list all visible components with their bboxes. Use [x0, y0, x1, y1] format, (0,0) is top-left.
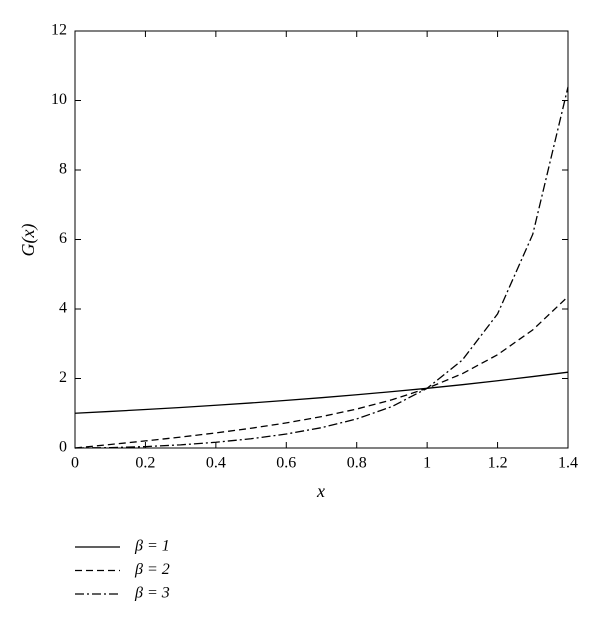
legend-label: β = 3: [134, 585, 170, 602]
x-tick-label: 0.8: [347, 455, 367, 472]
x-tick-label: 1.4: [558, 455, 578, 472]
series-line: [74, 296, 569, 449]
x-tick-label: 1: [423, 455, 431, 472]
y-tick-label: 0: [59, 439, 67, 456]
y-tick-label: 10: [51, 91, 67, 108]
y-tick-label: 2: [59, 369, 67, 386]
y-tick-label: 4: [59, 300, 67, 317]
y-tick-label: 8: [59, 161, 67, 178]
series-line: [74, 86, 569, 449]
x-axis-title: x: [316, 481, 325, 501]
series-line: [74, 371, 569, 414]
legend-label: β = 1: [134, 538, 170, 555]
x-tick-label: 0: [71, 455, 79, 472]
x-tick-label: 1.2: [488, 455, 508, 472]
y-tick-label: 12: [51, 22, 67, 39]
x-tick-label: 0.2: [135, 455, 155, 472]
y-axis-title: G(x): [18, 224, 39, 257]
y-tick-label: 6: [59, 230, 67, 247]
legend-label: β = 2: [134, 561, 170, 578]
plot-frame: [74, 30, 569, 449]
x-tick-label: 0.4: [206, 455, 226, 472]
x-tick-label: 0.6: [276, 455, 296, 472]
